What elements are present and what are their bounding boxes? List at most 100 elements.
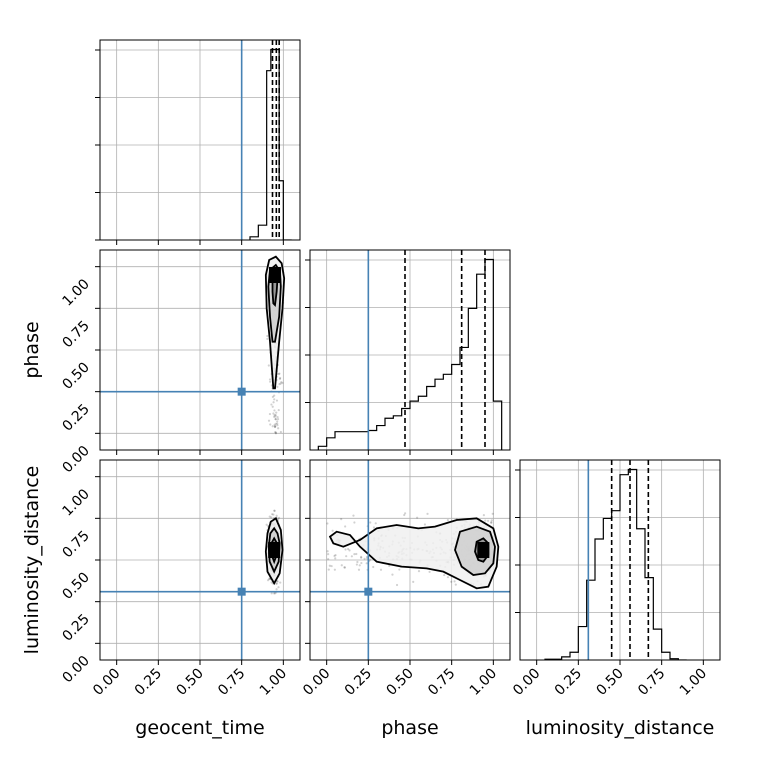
sample-point [275,582,278,585]
sample-point [272,401,275,404]
histogram-geocent_time [249,48,292,240]
sample-point [404,512,407,515]
panel-content [310,460,510,660]
sample-point [340,564,343,567]
sample-point [276,580,279,583]
sample-point [360,561,363,565]
sample-point [491,512,494,515]
panel-geocent_time-vs-luminosity_distance: 0.000.250.500.751.000.00 0.25 0.50 0.75 1.00 [59,459,301,699]
x-tick-label: 0.00 [300,666,333,699]
x-tick-label: 0.25 [342,666,375,699]
sample-point [266,334,269,338]
sample-point [340,518,343,521]
sample-point [403,513,406,517]
sample-point [277,372,280,376]
sample-point [275,411,278,414]
sample-point [273,398,276,401]
truth-marker [237,587,246,596]
sample-point [273,509,276,512]
sample-point [363,557,366,560]
sample-point [270,581,273,584]
sample-point [326,550,329,553]
truth-marker [364,587,373,596]
sample-point [274,432,278,435]
sample-point [273,425,277,428]
sample-point [391,573,394,576]
sample-point [280,380,283,384]
sample-point [395,583,399,587]
panel-content [520,460,720,660]
sample-point [333,568,336,571]
sample-point [327,553,330,556]
sample-point [426,512,429,515]
sample-point [274,418,277,421]
histogram-phase [317,258,503,450]
sample-point [272,513,275,516]
sample-point [271,425,274,428]
sample-point [334,557,337,560]
x-tick-label: 0.75 [635,666,668,699]
sample-point [273,425,277,429]
contour-level-3 [264,255,286,390]
sample-point [326,522,329,525]
sample-point [273,394,276,397]
y-tick-label: 1.00 [59,276,92,309]
sample-point [331,529,334,532]
x-axis-label-phase: phase [381,717,438,739]
contour-level-3 [264,516,284,586]
sample-point [276,418,280,421]
panel-phase-vs-luminosity_distance: 0.00 0.25 0.50 0.75 1.00 [300,459,511,699]
sample-point [276,422,279,425]
x-tick-label: 0.75 [215,666,248,699]
sample-point [271,405,274,408]
sample-point [443,573,446,577]
x-axis-label-luminosity_distance: luminosity_distance [526,717,715,739]
sample-point [270,592,273,595]
sample-point [275,514,278,517]
sample-point [416,516,419,519]
x-tick-label: 1.00 [677,666,710,699]
density-peak [269,267,281,283]
sample-point [353,521,356,524]
x-tick-label: 0.50 [383,666,416,699]
sample-point [268,412,272,416]
sample-point [490,519,493,522]
sample-point [270,516,273,519]
sample-point [454,583,457,586]
sample-point [356,560,359,564]
x-tick-label: 0.25 [552,666,585,699]
sample-point [271,395,274,398]
sample-point [355,552,358,556]
sample-point [486,519,490,522]
sample-point [268,378,272,381]
sample-point [490,521,493,524]
sample-point [269,423,272,426]
sample-point [274,418,277,421]
density-peak [477,542,490,558]
panel-content [310,250,510,450]
sample-point [360,556,363,559]
sample-point [347,547,350,551]
x-axis-label-geocent_time: geocent_time [135,717,264,739]
sample-point [423,523,427,526]
sample-point [360,555,363,558]
sample-point [277,516,281,519]
sample-point [482,514,485,517]
y-axis-label-luminosity_distance: luminosity_distance [21,466,43,655]
sample-point [453,580,456,583]
histogram-luminosity_distance [544,468,687,660]
y-tick-label: 0.00 [59,653,92,686]
truth-marker [237,387,246,396]
sample-point [274,425,277,428]
sample-point [365,555,369,559]
sample-point [279,430,282,434]
sample-point [276,424,279,427]
sample-point [365,562,368,565]
sample-point [446,576,450,579]
sample-point [273,592,276,595]
sample-point [330,564,333,568]
sample-point [333,554,336,558]
sample-point [369,521,372,524]
y-tick-label: 0.50 [59,360,92,393]
